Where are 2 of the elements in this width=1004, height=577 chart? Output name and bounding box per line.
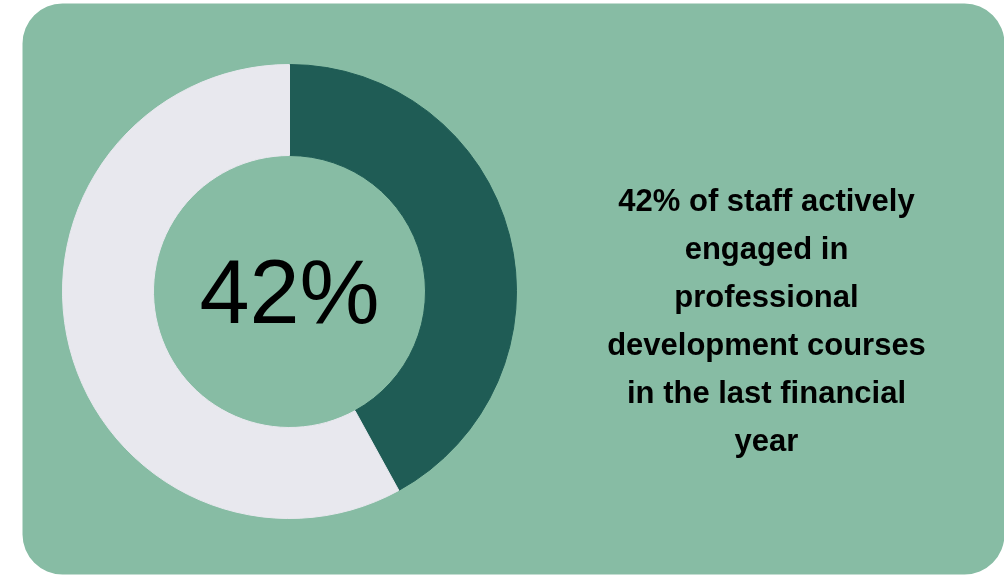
text: 42% of staff actively engaged in professional development courses in the last financial year: [607, 183, 926, 458]
text: 42%: [199, 241, 380, 342]
